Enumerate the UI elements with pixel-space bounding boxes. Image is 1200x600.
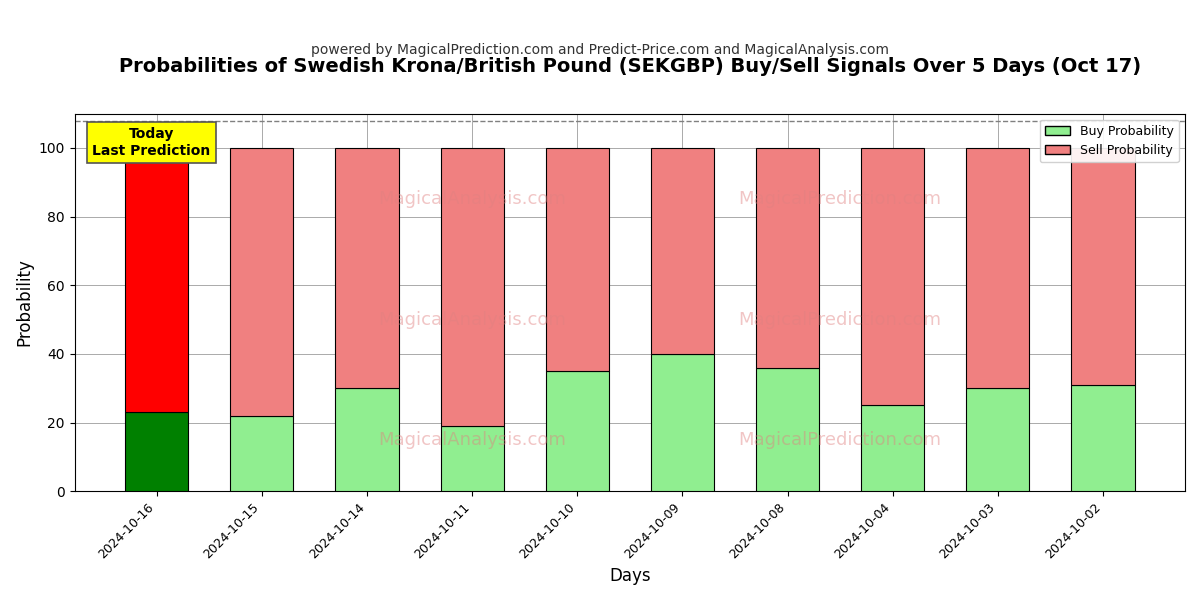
Text: MagicalAnalysis.com: MagicalAnalysis.com	[378, 311, 566, 329]
Bar	[650, 354, 714, 491]
Bar	[125, 412, 188, 491]
Bar	[756, 368, 820, 491]
X-axis label: Days: Days	[610, 567, 650, 585]
Bar	[230, 148, 293, 416]
Bar	[862, 148, 924, 406]
Bar	[966, 388, 1030, 491]
Text: MagicalPrediction.com: MagicalPrediction.com	[739, 431, 942, 449]
Bar	[336, 148, 398, 388]
Bar	[862, 406, 924, 491]
Bar	[336, 388, 398, 491]
Bar	[440, 148, 504, 426]
Bar	[756, 148, 820, 368]
Bar	[230, 416, 293, 491]
Y-axis label: Probability: Probability	[16, 259, 34, 346]
Bar	[125, 148, 188, 412]
Text: MagicalAnalysis.com: MagicalAnalysis.com	[378, 431, 566, 449]
Bar	[650, 148, 714, 354]
Legend: Buy Probability, Sell Probability: Buy Probability, Sell Probability	[1040, 120, 1178, 162]
Bar	[546, 371, 608, 491]
Bar	[1072, 385, 1134, 491]
Text: MagicalAnalysis.com: MagicalAnalysis.com	[378, 190, 566, 208]
Text: MagicalPrediction.com: MagicalPrediction.com	[739, 311, 942, 329]
Text: MagicalPrediction.com: MagicalPrediction.com	[739, 190, 942, 208]
Bar	[966, 148, 1030, 388]
Bar	[440, 426, 504, 491]
Title: Probabilities of Swedish Krona/British Pound (SEKGBP) Buy/Sell Signals Over 5 Da: Probabilities of Swedish Krona/British P…	[119, 57, 1141, 76]
Text: Today
Last Prediction: Today Last Prediction	[92, 127, 210, 158]
Bar	[1072, 148, 1134, 385]
Bar	[546, 148, 608, 371]
Text: powered by MagicalPrediction.com and Predict-Price.com and MagicalAnalysis.com: powered by MagicalPrediction.com and Pre…	[311, 43, 889, 57]
